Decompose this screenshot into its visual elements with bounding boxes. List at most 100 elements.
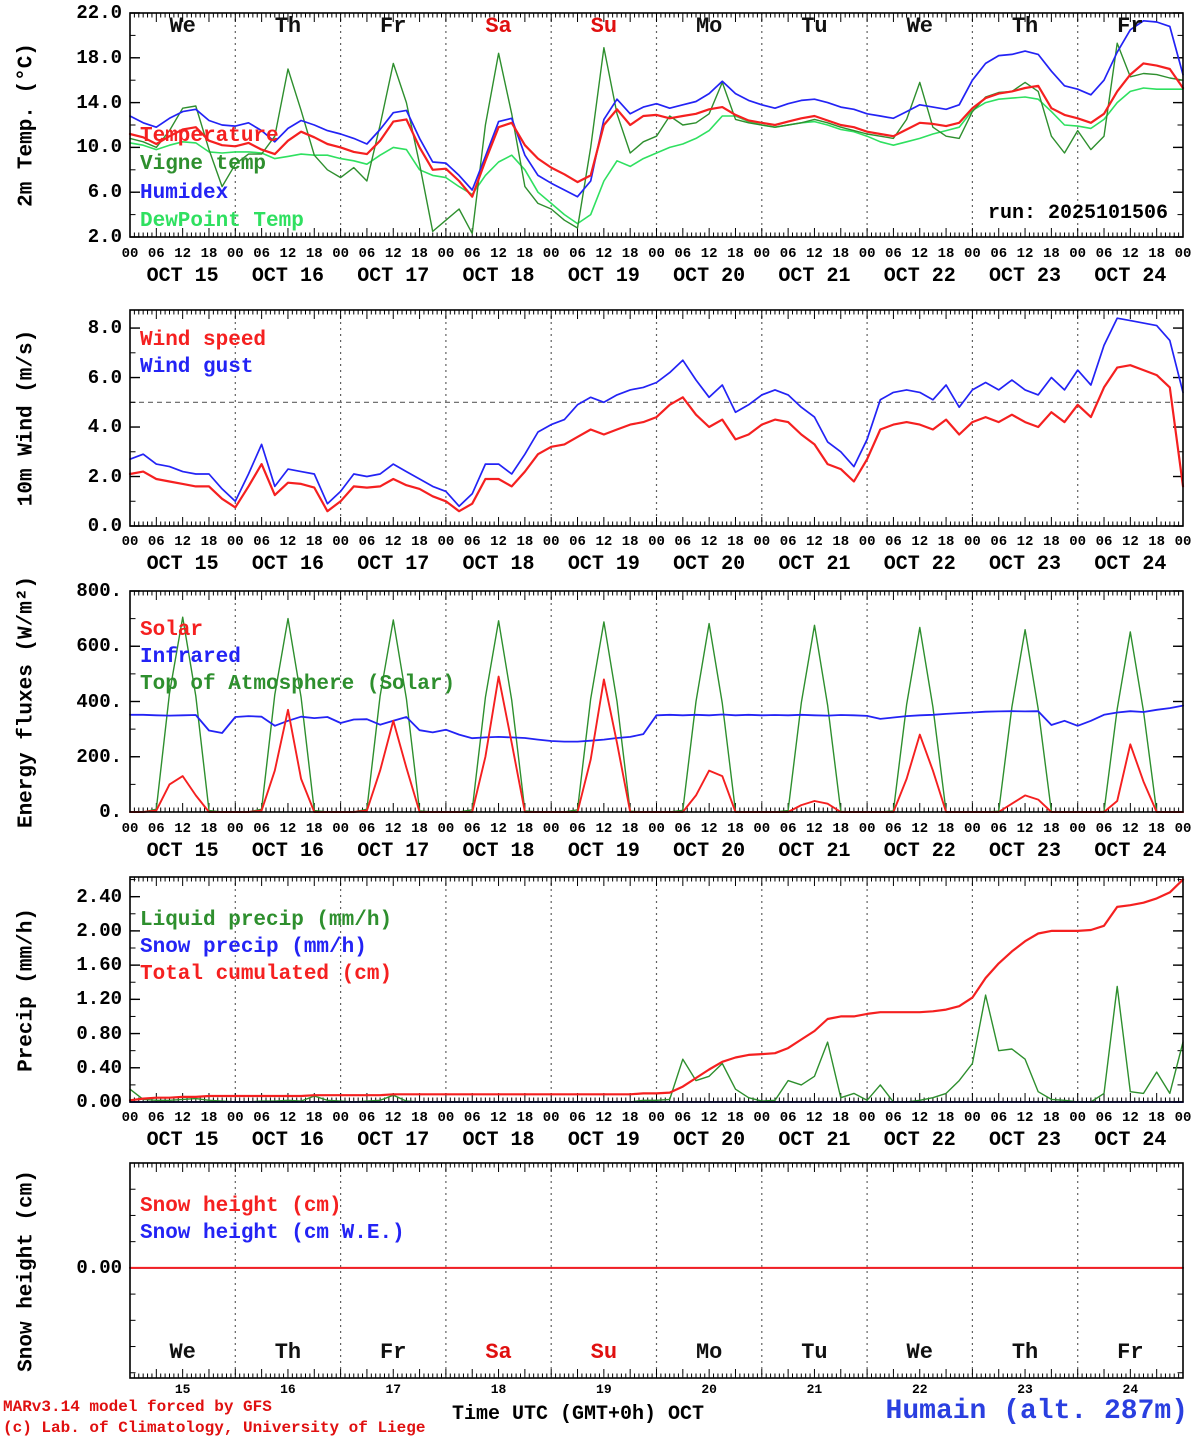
time-tick-label: 06 [1095,534,1113,550]
time-tick-label: 00 [121,821,139,837]
panel-frame-precip-panel [129,876,1184,1103]
time-tick-label: 06 [569,821,586,837]
time-tick-label: 06 [990,534,1008,550]
day-name-top: Th [1011,14,1039,39]
time-tick-label: 18 [1148,1110,1166,1126]
time-tick-label: 18 [1042,246,1060,262]
day-number: 22 [911,1382,928,1397]
legend-temperature-panel-2: Humidex [140,181,229,205]
legend-precip-panel-2: Total cumulated (cm) [140,963,393,986]
time-tick-label: 06 [253,1110,271,1126]
day-name-bottom: We [169,1340,196,1365]
time-tick-label: 00 [1174,534,1192,550]
time-tick-label: 18 [621,1110,639,1126]
date-label: OCT 17 [357,265,430,288]
day-name-bottom: Sa [485,1340,512,1365]
day-name-bottom: Th [274,1340,302,1365]
date-label: OCT 22 [883,1129,956,1152]
panel-frame-energy-panel [129,590,1184,813]
day-number: 16 [280,1382,296,1397]
time-tick-label: 00 [437,821,455,837]
panel-frame-wind-panel [129,309,1184,527]
time-tick-label: 06 [990,246,1008,262]
day-name-top: We [906,14,933,39]
date-label: OCT 15 [146,840,219,863]
legend-wind-panel-0: Wind speed [140,329,267,352]
time-tick-label: 18 [305,246,323,262]
time-tick-label: 06 [990,1110,1008,1126]
time-tick-label: 12 [1121,821,1139,837]
date-label: OCT 19 [567,265,640,288]
day-number: 23 [1017,1382,1033,1397]
date-label: OCT 17 [357,1129,430,1152]
time-tick-label: 06 [147,534,165,550]
date-label: OCT 19 [567,553,640,576]
time-tick-label: 18 [621,534,639,550]
date-label: OCT 18 [462,840,535,863]
date-label: OCT 16 [251,553,324,576]
time-tick-label: 12 [279,1110,297,1126]
y-tick-label: 0.80 [76,1022,122,1045]
time-tick-label: 06 [674,821,692,837]
time-tick-label: 12 [595,246,613,262]
time-tick-label: 06 [779,1110,797,1126]
time-tick-label: 06 [779,246,797,262]
time-tick-label: 06 [253,246,271,262]
time-tick-label: 06 [990,821,1008,837]
panel-frame-snow-panel [129,1162,1184,1379]
time-tick-label: 00 [121,246,139,262]
time-tick-label: 00 [332,534,349,550]
time-tick-label: 18 [411,821,428,837]
time-tick-label: 00 [1174,821,1192,837]
time-tick-label: 18 [937,1110,955,1126]
time-tick-label: 18 [516,534,534,550]
date-label: OCT 22 [883,553,956,576]
date-label: OCT 24 [1094,265,1167,288]
time-tick-label: 06 [674,534,692,550]
y-tick-label: 0.00 [76,1091,122,1113]
y-tick-label: 200. [76,745,122,768]
series-humidex [129,19,1184,198]
legend-energy-panel-0: Solar [140,619,204,642]
time-tick-label: 00 [1069,246,1087,262]
time-tick-label: 18 [200,1110,218,1126]
time-tick-label: 12 [700,534,718,550]
y-axis-title-energy-panel: Energy fluxes (W/m²) [15,575,39,828]
time-tick-label: 12 [806,246,823,262]
date-label: OCT 21 [778,1129,851,1152]
legend-temperature-panel-1: Vigne temp [140,153,267,177]
day-number: 15 [174,1382,191,1397]
time-tick-label: 12 [279,821,297,837]
time-tick-label: 18 [727,246,744,262]
time-tick-label: 12 [490,821,507,837]
legend-temperature-panel-3: DewPoint Temp [140,210,304,234]
time-tick-label: 18 [727,534,744,550]
day-name-bottom: Mo [695,1340,723,1365]
time-tick-label: 12 [595,821,613,837]
date-label: OCT 18 [462,265,535,288]
y-tick-label: 1.60 [76,954,122,977]
time-tick-label: 00 [226,1110,244,1126]
time-tick-label: 00 [542,534,560,550]
day-name-bottom: Fr [380,1340,407,1365]
y-tick-label: 2.0 [87,465,122,488]
time-tick-label: 00 [858,1110,876,1126]
time-tick-label: 06 [147,246,165,262]
time-tick-label: 06 [885,821,902,837]
time-tick-label: 12 [490,534,507,550]
time-tick-label: 00 [226,534,244,550]
y-tick-label: 2.00 [76,919,122,942]
time-tick-label: 12 [595,1110,613,1126]
time-tick-label: 00 [437,246,455,262]
time-tick-label: 12 [384,246,402,262]
day-name-top: Su [590,14,618,39]
time-tick-label: 18 [832,534,850,550]
time-tick-label: 00 [963,1110,981,1126]
day-name-top: Sa [485,14,512,39]
time-tick-label: 12 [1016,534,1034,550]
day-name-top: Th [274,14,302,39]
day-name-bottom: Su [590,1340,618,1365]
footer-station-label: Humain (alt. 287m) [885,1396,1188,1427]
date-label: OCT 23 [989,1129,1062,1152]
